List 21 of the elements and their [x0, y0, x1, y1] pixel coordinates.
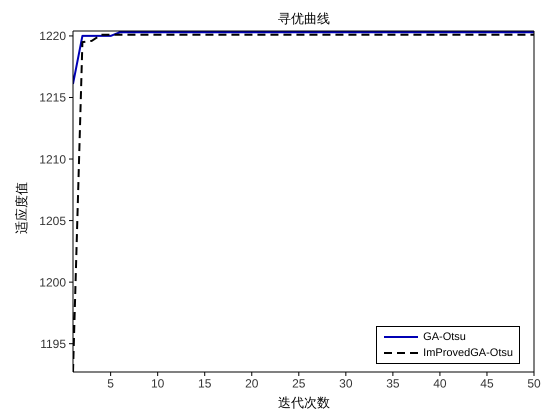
x-tick-label: 50: [527, 376, 541, 391]
y-tick-label: 1220: [39, 29, 66, 44]
legend-label: ImProvedGA-Otsu: [423, 346, 513, 361]
legend-label: GA-Otsu: [423, 330, 466, 345]
y-tick-label: 1210: [39, 152, 66, 166]
y-tick-label: 1215: [39, 90, 66, 105]
y-tick-label: 1205: [39, 214, 66, 228]
x-tick-label: 25: [292, 376, 306, 391]
x-tick-label: 40: [433, 376, 447, 391]
x-tick-label: 45: [480, 376, 494, 391]
chart-title: 寻优曲线: [277, 10, 331, 28]
x-tick-label: 35: [386, 376, 400, 391]
x-tick-label: 5: [107, 376, 114, 391]
y-tick-label: 1195: [40, 336, 66, 351]
x-axis-title: 迭代次数: [277, 394, 331, 412]
y-tick-label: 1200: [39, 275, 66, 290]
x-tick-label: 30: [339, 376, 353, 391]
x-tick-label: 20: [245, 376, 259, 391]
x-tick-label: 15: [198, 376, 212, 391]
y-axis-title: 适应度值: [13, 182, 30, 234]
x-tick-label: 10: [150, 376, 165, 391]
